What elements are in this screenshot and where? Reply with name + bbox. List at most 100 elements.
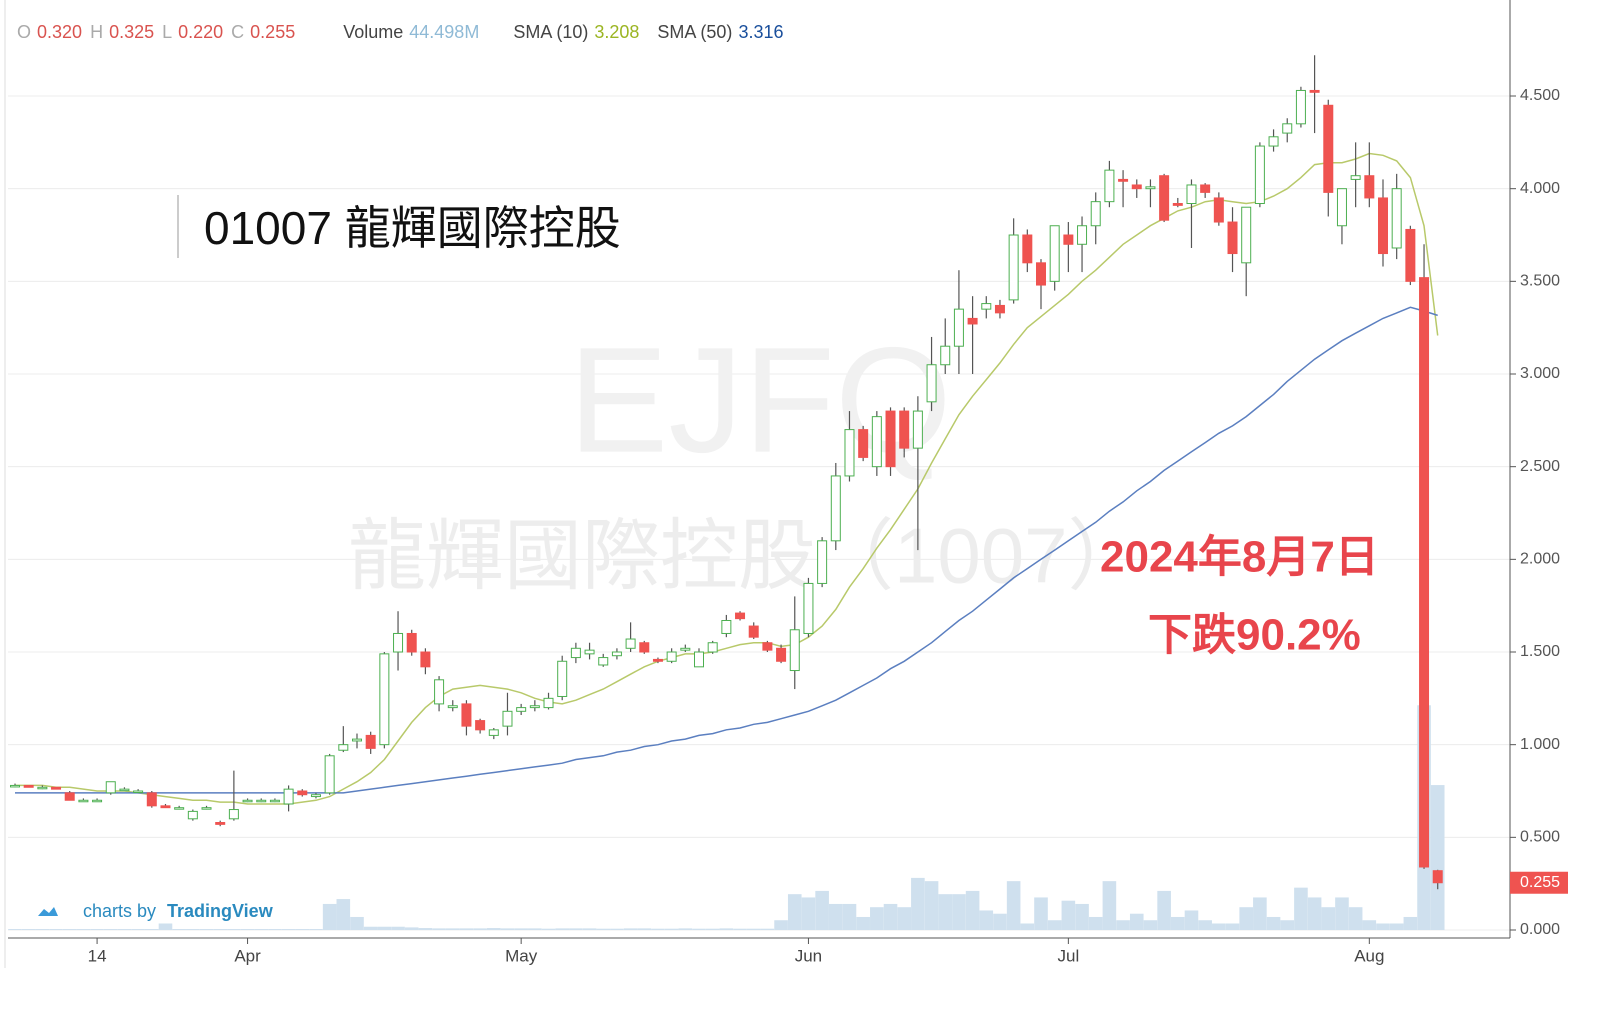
- candle-body: [447, 705, 458, 709]
- candle-body: [1350, 175, 1361, 180]
- candle-body: [570, 647, 581, 659]
- volume-bar: [1335, 897, 1349, 930]
- candle-body: [488, 729, 499, 736]
- candle-body: [1323, 104, 1334, 193]
- candle-body: [119, 788, 130, 792]
- candle-body: [652, 658, 663, 662]
- volume-bar: [596, 928, 611, 930]
- candle-body: [1200, 184, 1211, 193]
- legend: O 0.320 H 0.325 L 0.220 C 0.255 Volume 44.498M SMA…: [17, 22, 801, 43]
- volume-bar: [363, 926, 378, 930]
- volume-bar: [993, 913, 1007, 930]
- candle-body: [310, 794, 321, 798]
- volume-bar: [1006, 881, 1021, 930]
- volume-bar: [746, 928, 761, 930]
- candle-body: [817, 540, 828, 584]
- candle-body: [830, 475, 841, 542]
- candle-body: [215, 822, 226, 825]
- candle-body: [1022, 234, 1033, 264]
- candle-body: [994, 304, 1005, 314]
- volume-bar: [21, 929, 36, 930]
- volume-bar: [432, 928, 446, 930]
- candle-body: [639, 642, 650, 653]
- candle-body: [1213, 197, 1224, 223]
- annotation: 下跌90.2%: [1148, 611, 1361, 660]
- candle-body: [379, 653, 390, 746]
- volume-bar: [705, 928, 720, 930]
- volume-bar: [952, 894, 966, 930]
- volume-bar: [1129, 913, 1144, 930]
- candle-body: [1364, 175, 1375, 199]
- volume-bar: [1294, 887, 1308, 930]
- candle-body: [406, 632, 417, 653]
- volume-bar: [445, 928, 460, 930]
- tv-logo: [38, 907, 58, 916]
- volume-bar: [856, 916, 870, 930]
- volume-bar: [1321, 907, 1336, 930]
- candle-body: [529, 705, 540, 709]
- candle-body: [1254, 145, 1265, 205]
- volume-bar: [1102, 881, 1117, 930]
- volume-bar: [1253, 897, 1267, 930]
- candle-body: [694, 651, 704, 668]
- candle-body: [899, 410, 910, 449]
- candle-body: [735, 612, 746, 620]
- legend-text: SMA (50): [657, 22, 733, 42]
- candle-body: [789, 629, 800, 672]
- volume-bar: [309, 929, 323, 930]
- candle-body: [1118, 178, 1129, 182]
- candle-body: [844, 429, 855, 477]
- volume-bar: [131, 929, 145, 930]
- volume-bar: [829, 903, 843, 930]
- watermark-sub: 龍輝國際控股（1007）: [348, 512, 1146, 600]
- y-tick-label: 2.000: [1520, 551, 1560, 568]
- legend-text: 0.220: [178, 22, 224, 42]
- candle-body: [256, 799, 267, 803]
- sma-line: [15, 306, 1438, 794]
- volume-bar: [979, 910, 994, 930]
- volume-bar: [76, 929, 91, 930]
- volume-bar: [883, 903, 898, 930]
- candle-body: [1295, 89, 1306, 125]
- candle-body: [1405, 228, 1416, 282]
- volume-bar: [801, 897, 816, 930]
- legend-text: SMA (10): [513, 22, 589, 42]
- volume-bar: [158, 923, 173, 930]
- candle-body: [324, 755, 335, 794]
- volume-bar: [719, 928, 734, 930]
- legend-text: 0.325: [109, 22, 155, 42]
- volume-bar: [1362, 920, 1377, 930]
- volume-bar: [1198, 920, 1212, 930]
- candle-body: [160, 805, 171, 809]
- volume-bar: [391, 926, 405, 930]
- legend-text: 0.320: [37, 22, 83, 42]
- volume-bar: [322, 903, 337, 930]
- candle-body: [1391, 188, 1402, 249]
- volume-bar: [637, 928, 652, 930]
- candle-body: [51, 786, 62, 790]
- volume-bar: [911, 877, 925, 930]
- candle-body: [420, 651, 431, 668]
- volume-bar: [35, 929, 50, 930]
- candle-body: [940, 345, 951, 366]
- legend-text: C: [231, 22, 245, 42]
- candle-body: [365, 734, 376, 749]
- candle-body: [912, 410, 923, 449]
- volume-bar: [1061, 900, 1076, 930]
- volume-bar: [610, 928, 624, 930]
- candle-body: [1241, 206, 1252, 264]
- candle-body: [858, 429, 869, 458]
- candle-body: [680, 647, 691, 651]
- volume-bar: [350, 916, 364, 930]
- volume-bar: [1047, 920, 1062, 930]
- volume-bar: [295, 929, 310, 930]
- candle-body: [105, 781, 116, 794]
- candle-body: [146, 792, 157, 807]
- volume-bar: [199, 929, 214, 930]
- candle-body: [1090, 201, 1101, 227]
- candle-body: [338, 744, 349, 751]
- y-tick-label: 2.500: [1520, 458, 1560, 475]
- candle-body: [352, 738, 362, 742]
- credit-brand[interactable]: TradingView: [167, 901, 274, 921]
